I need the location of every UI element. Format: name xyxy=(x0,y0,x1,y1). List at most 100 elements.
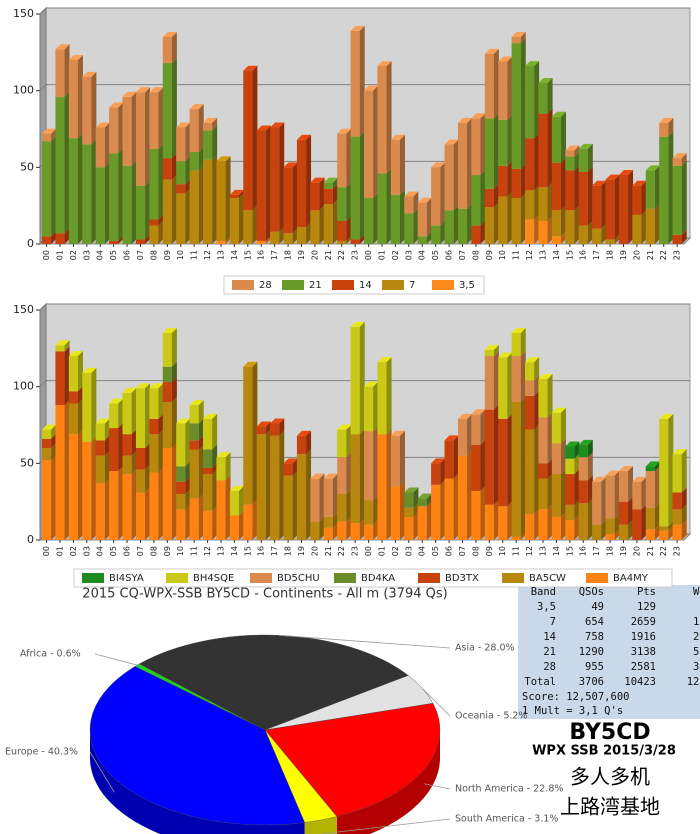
bar-segment xyxy=(135,239,146,244)
bar-side xyxy=(104,450,110,484)
bar-segment xyxy=(296,139,307,228)
bar-side xyxy=(252,205,258,244)
bar-segment xyxy=(659,526,669,531)
bar-side xyxy=(158,214,164,226)
bar-side xyxy=(306,430,312,455)
bar-side xyxy=(145,87,151,186)
bar-segment xyxy=(672,492,682,510)
bar-side xyxy=(507,160,513,197)
bar-side xyxy=(292,470,298,540)
bar-side xyxy=(426,501,432,540)
legend-label: 28 xyxy=(259,280,272,291)
bar-top xyxy=(149,383,164,389)
bar-segment xyxy=(229,490,239,516)
legend-label: BI4SYA xyxy=(109,573,144,584)
bar-top xyxy=(431,458,446,464)
bar-top xyxy=(256,421,271,427)
legend-swatch xyxy=(82,573,104,583)
bar-segment xyxy=(551,162,561,211)
bar-side xyxy=(91,436,97,540)
bar-side xyxy=(601,180,607,229)
bar-segment xyxy=(243,504,253,540)
x-tick-label: 02 xyxy=(69,546,78,556)
bar-segment xyxy=(565,210,575,244)
bar-segment xyxy=(323,517,333,528)
bar-top xyxy=(444,435,459,441)
table-cell: 223 xyxy=(693,631,700,643)
bar-segment xyxy=(149,388,159,419)
legend-label: 14 xyxy=(359,280,372,291)
bar-segment xyxy=(632,509,642,540)
x-tick-label: 01 xyxy=(55,250,64,260)
bar-segment xyxy=(444,144,454,211)
bar-side xyxy=(51,433,57,448)
bar-side xyxy=(265,421,271,435)
bar-side xyxy=(225,452,231,481)
bar-segment xyxy=(538,509,548,540)
bar-side xyxy=(145,180,151,240)
bar-segment xyxy=(538,379,548,418)
bar-segment xyxy=(592,524,602,540)
bar-segment xyxy=(95,423,105,441)
bar-segment xyxy=(538,478,548,510)
bar-side xyxy=(359,25,365,137)
bar-side xyxy=(399,481,405,540)
bar-segment xyxy=(283,233,293,244)
bar-side xyxy=(413,191,419,214)
x-tick-label: 03 xyxy=(404,546,413,556)
bar-side xyxy=(77,133,83,244)
bar-segment xyxy=(42,448,52,461)
bar-side xyxy=(212,413,218,450)
pie-label: South America - 3.1% xyxy=(455,814,558,825)
bar-side xyxy=(64,44,70,97)
bar-segment xyxy=(42,236,52,244)
bar-top xyxy=(444,139,459,145)
bar-side xyxy=(185,122,191,162)
bar-top xyxy=(605,174,620,180)
legend-label: BD5CHU xyxy=(277,573,320,584)
bar-segment xyxy=(498,196,508,244)
bar-top xyxy=(538,78,553,83)
bar-side xyxy=(681,449,687,493)
bar-top xyxy=(498,56,513,62)
x-tick-label: 10 xyxy=(176,546,185,556)
bar-side xyxy=(131,160,137,244)
bar-segment xyxy=(176,509,186,540)
x-tick-label: 10 xyxy=(498,546,507,556)
bar-side xyxy=(426,231,432,244)
table-cell: 28 xyxy=(543,661,556,673)
bar-side xyxy=(493,183,499,208)
x-tick-label: 06 xyxy=(123,250,132,260)
table-cell: 49 xyxy=(591,601,604,613)
bar-segment xyxy=(176,466,186,482)
bar-side xyxy=(373,381,379,432)
bar-segment xyxy=(189,109,199,152)
x-tick-label: 07 xyxy=(458,250,467,260)
bar-side xyxy=(306,222,312,244)
y-tick-label: 50 xyxy=(20,160,34,173)
bar-side xyxy=(64,228,70,244)
bar-segment xyxy=(203,159,213,244)
bar-side xyxy=(171,328,177,367)
y-tick-label: 50 xyxy=(20,456,34,469)
x-tick-label: 05 xyxy=(431,250,440,260)
bar-side xyxy=(118,235,124,244)
table-cell: 1200 xyxy=(687,676,700,688)
bar-side xyxy=(373,193,379,244)
x-tick-label: 09 xyxy=(485,250,494,260)
bar-top xyxy=(511,32,526,37)
bar-segment xyxy=(551,443,561,475)
pie-label: Oceania - 5.2% xyxy=(455,711,527,722)
bar-segment xyxy=(538,113,548,188)
bar-segment xyxy=(256,434,266,540)
bar-segment xyxy=(417,236,427,244)
bar-side xyxy=(681,153,687,166)
bar-side xyxy=(467,413,473,456)
table-cell: 340 xyxy=(693,661,700,673)
bar-segment xyxy=(592,228,602,244)
bar-segment xyxy=(337,187,347,221)
bar-side xyxy=(131,91,137,166)
bar-side xyxy=(560,231,566,244)
bar-top xyxy=(632,180,647,186)
bar-side xyxy=(346,216,352,241)
